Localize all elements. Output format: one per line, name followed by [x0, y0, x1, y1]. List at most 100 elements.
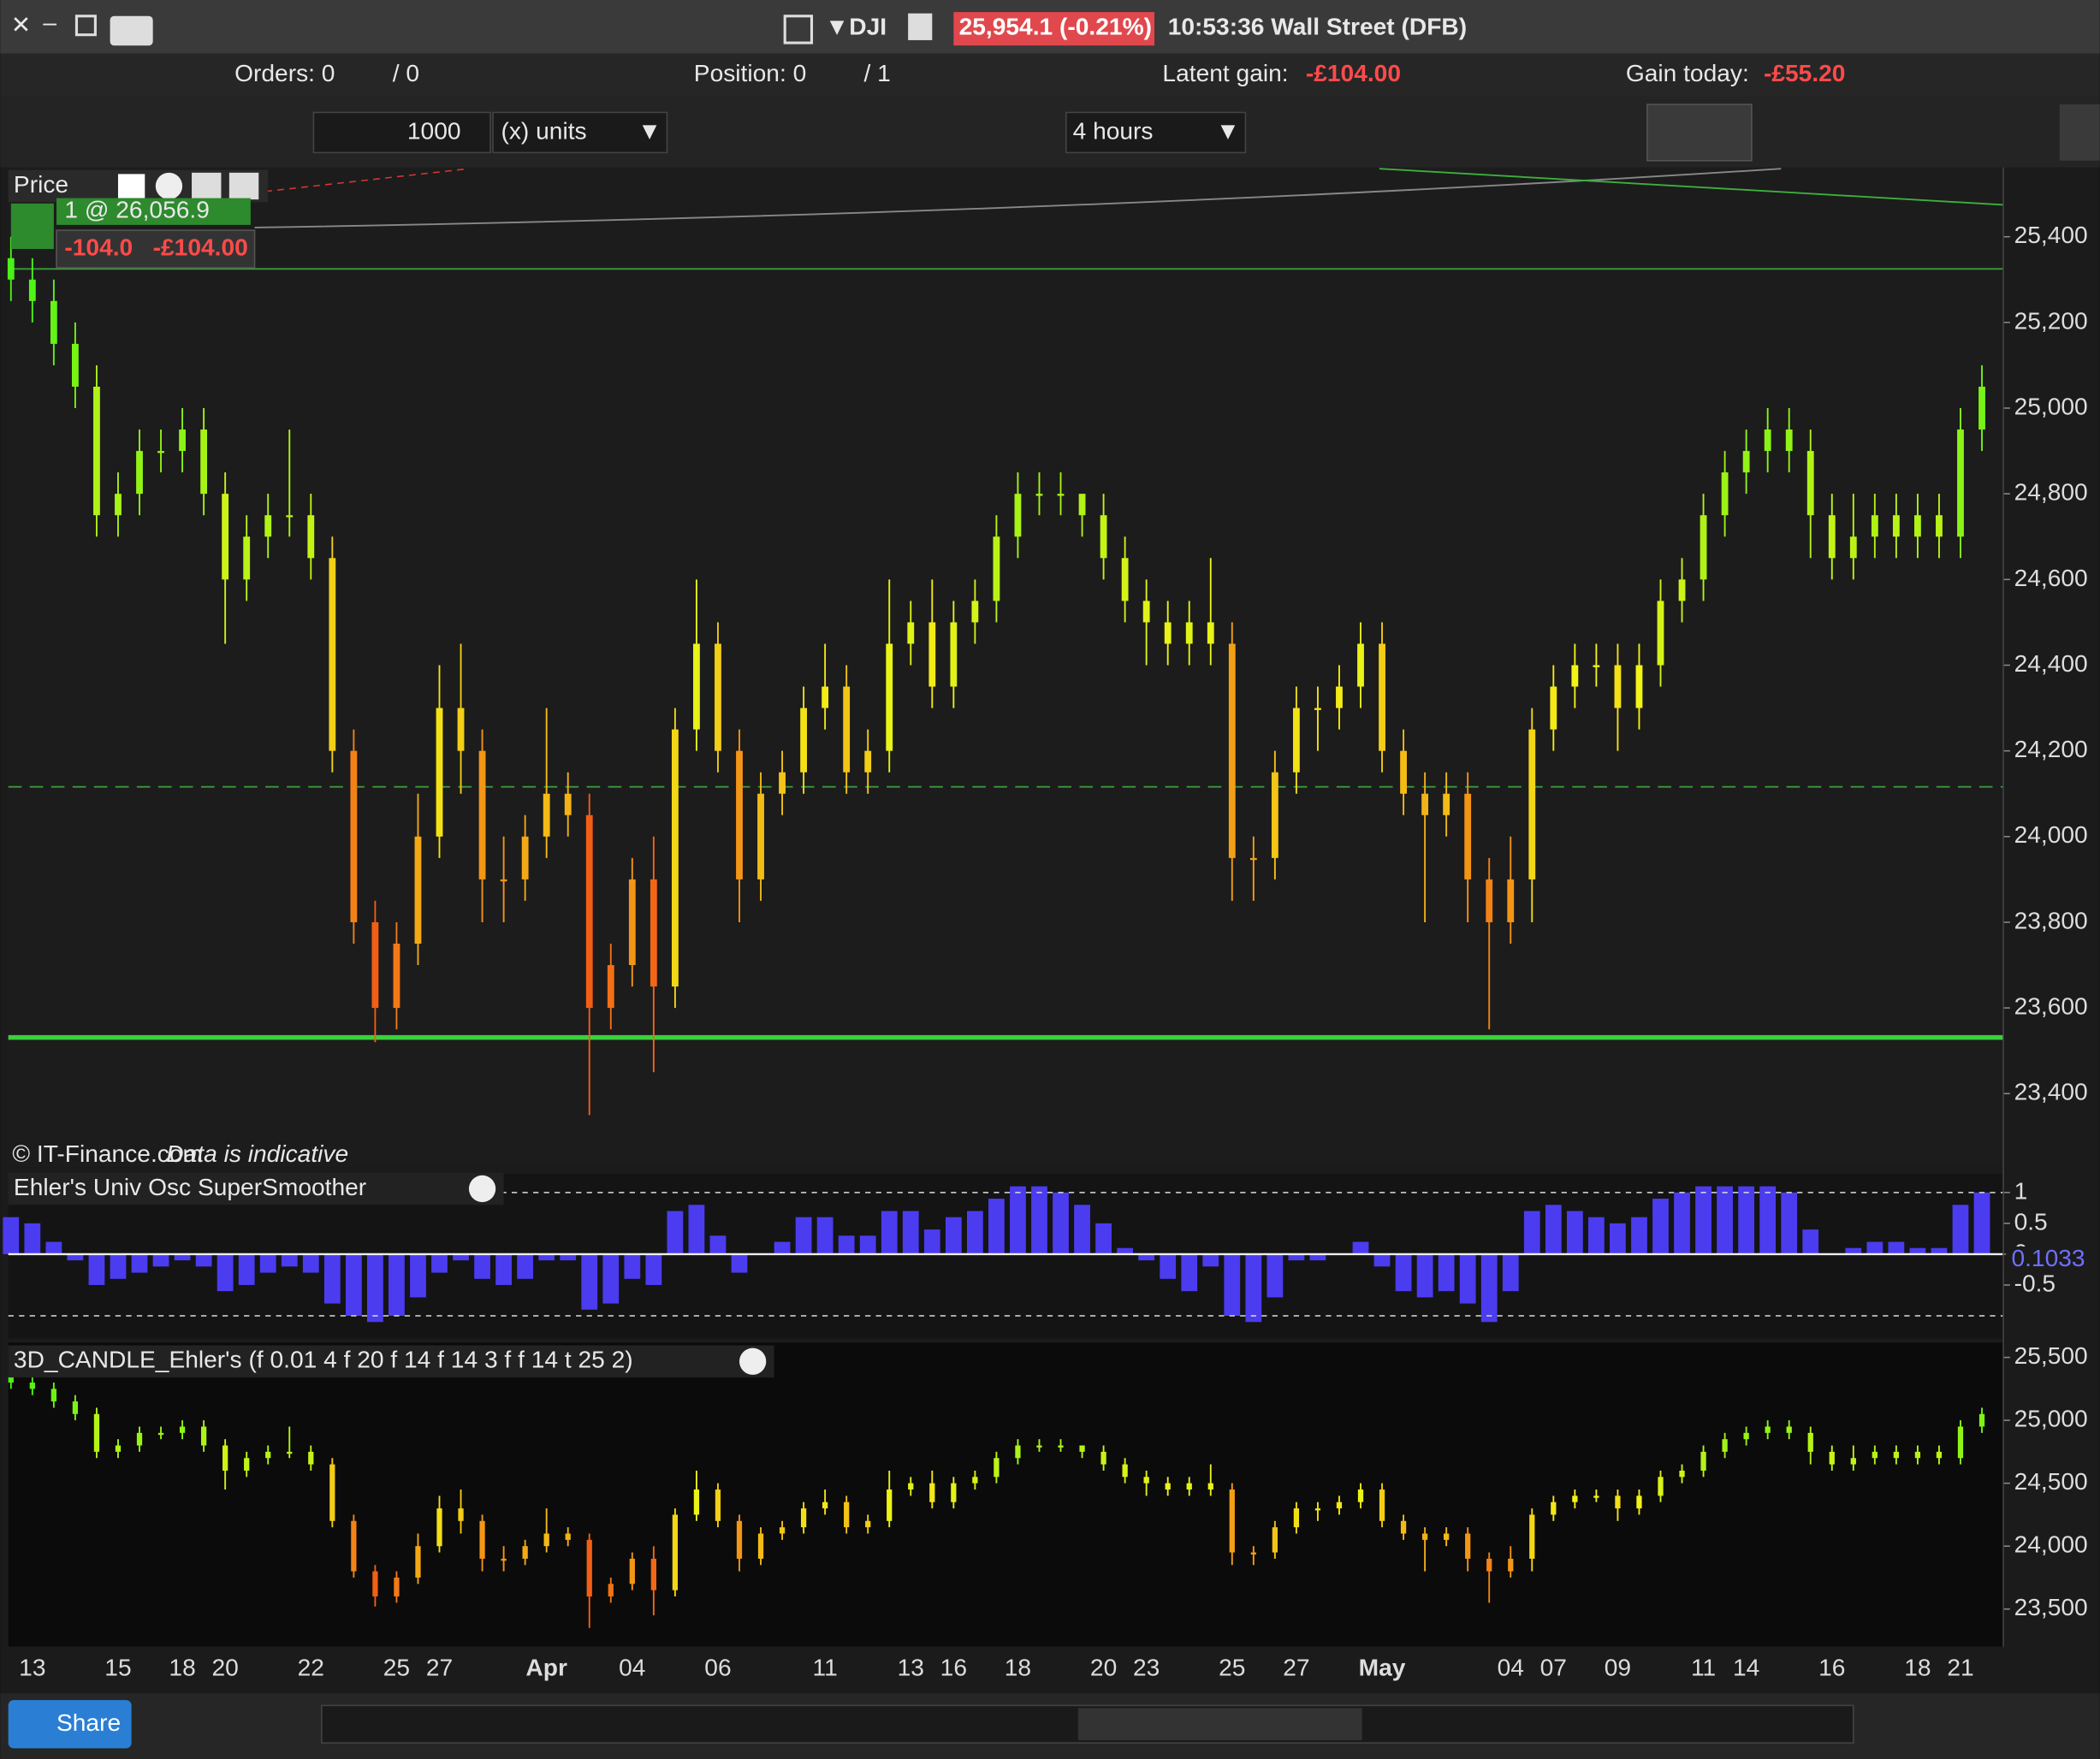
timeframe-select[interactable] — [1065, 111, 1247, 154]
candle-body — [1722, 1439, 1728, 1452]
x-tick-label: 16 — [940, 1655, 967, 1681]
candle-body — [1165, 1483, 1171, 1490]
candle-body — [693, 643, 700, 730]
candle-body — [1957, 429, 1964, 537]
candle-body — [157, 1432, 164, 1436]
disclaimer: Data is indicative — [166, 1140, 348, 1167]
y-tick-label: -0.5 — [2014, 1270, 2056, 1296]
candle-body — [1872, 1451, 1878, 1459]
candle-body — [628, 879, 636, 966]
info-icon[interactable] — [908, 13, 933, 40]
candle-body — [1357, 643, 1364, 687]
quantity-input[interactable] — [312, 111, 491, 154]
osc-bar — [1888, 1241, 1905, 1254]
candle-body — [350, 750, 358, 922]
share[interactable]: Share — [56, 1709, 121, 1736]
candle-body — [865, 1520, 871, 1528]
osc-bar — [709, 1235, 727, 1254]
y-tick-label: 25,200 — [2014, 307, 2088, 334]
copyright: © IT-Finance.com — [12, 1140, 203, 1167]
x-tick-label: 14 — [1733, 1655, 1759, 1681]
osc-bar — [131, 1253, 148, 1273]
y-tick-label: 0.5 — [2014, 1208, 2048, 1235]
candle-body — [287, 1451, 293, 1454]
x-tick-label: Apr — [525, 1655, 567, 1681]
osc-bar — [774, 1241, 791, 1254]
candle-body — [1786, 1426, 1792, 1433]
candle-body — [1764, 429, 1771, 452]
maximize-button[interactable] — [74, 15, 97, 37]
candle-body — [1207, 1483, 1213, 1490]
candle-body — [244, 1458, 250, 1471]
osc-bar — [1523, 1211, 1540, 1254]
units-select[interactable] — [492, 111, 668, 154]
candle3d-label-box — [8, 1345, 774, 1378]
candle-body — [1250, 1552, 1256, 1555]
osc-bar — [1074, 1205, 1090, 1254]
osc-bar — [1031, 1186, 1047, 1254]
candle-body — [864, 750, 872, 773]
osc-bar — [838, 1235, 855, 1254]
candle-body — [1464, 793, 1472, 880]
osc-bar — [1781, 1192, 1798, 1254]
x-tick-label: 25 — [1219, 1655, 1245, 1681]
candle-body — [478, 750, 486, 880]
candle-body — [886, 643, 893, 751]
candle-body — [93, 386, 100, 516]
close-button[interactable]: ✕ — [11, 12, 32, 38]
candle-body — [1336, 686, 1343, 708]
minimize-button[interactable]: – — [43, 9, 56, 36]
time-market: 10:53:36 Wall Street (DFB) — [1168, 13, 1467, 39]
close-icon[interactable] — [155, 172, 183, 200]
candle-body — [1292, 708, 1300, 773]
osc-bar — [1416, 1253, 1433, 1298]
panel-title: Price — [14, 171, 68, 198]
osc-bar — [259, 1253, 276, 1273]
down-icon[interactable] — [192, 172, 222, 200]
chart-type-icon[interactable] — [783, 15, 814, 44]
order-badge — [56, 198, 251, 225]
candle-body — [1400, 1520, 1407, 1534]
osc-bar — [923, 1229, 940, 1254]
candle-body — [1207, 622, 1214, 644]
osc-bar — [1267, 1253, 1284, 1298]
candle-body — [1121, 558, 1129, 601]
candle-body — [715, 1490, 721, 1521]
candle-body — [436, 1508, 442, 1547]
candle-body — [1850, 1458, 1856, 1465]
side-button[interactable] — [2059, 104, 2100, 161]
candle-body — [650, 879, 657, 987]
quantity: 1000 — [407, 117, 461, 144]
scroll-thumb[interactable] — [1077, 1708, 1362, 1741]
osc-bar — [495, 1253, 512, 1285]
keyboard-icon[interactable] — [110, 15, 153, 46]
osc-bar — [410, 1253, 426, 1298]
x-tick-label: 15 — [104, 1655, 131, 1681]
orders: Orders: 0 — [234, 60, 335, 86]
window-icon[interactable] — [117, 174, 145, 198]
candle-body — [1336, 1501, 1343, 1509]
x-tick-label: 27 — [426, 1655, 453, 1681]
order-gear[interactable] — [10, 203, 54, 250]
candle-body — [93, 1413, 100, 1452]
osc-bar — [1631, 1217, 1647, 1254]
gain-today-label: Gain today: — [1626, 60, 1749, 86]
latent-gain-label: Latent gain: — [1162, 60, 1288, 86]
candle-body — [972, 1477, 978, 1484]
dropdown-arrow[interactable]: ▼ — [825, 13, 849, 39]
x-tick-label: 22 — [298, 1655, 324, 1681]
share-button[interactable] — [8, 1700, 132, 1749]
indicator-button[interactable] — [1646, 104, 1753, 162]
up-icon[interactable] — [228, 172, 259, 200]
close-icon[interactable] — [739, 1347, 767, 1375]
candle-body — [1249, 857, 1257, 861]
candle-body — [29, 1383, 35, 1389]
candle-body — [286, 515, 294, 518]
osc-bar — [1202, 1253, 1219, 1267]
osc-bar — [560, 1253, 577, 1261]
candle-body — [671, 729, 679, 987]
candle-body — [371, 921, 379, 1009]
close-icon[interactable] — [468, 1175, 496, 1203]
trend-curve — [254, 168, 1782, 228]
osc-bar — [1138, 1253, 1155, 1261]
